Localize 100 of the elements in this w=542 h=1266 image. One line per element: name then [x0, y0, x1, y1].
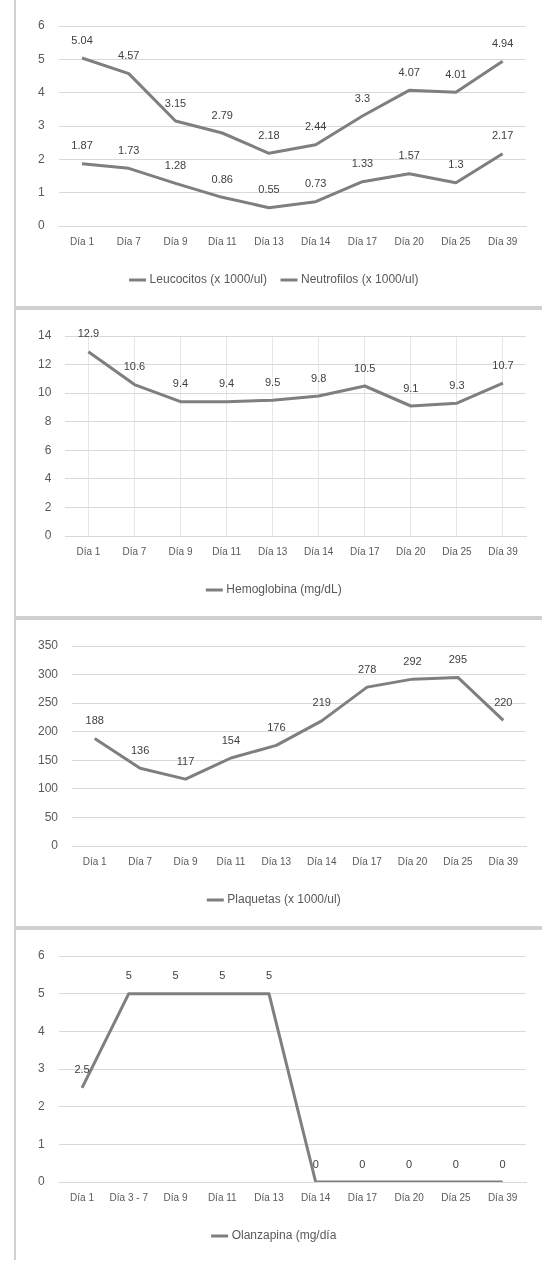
y-tick-label: 0 [37, 1174, 45, 1189]
y-tick-label: 14 [37, 328, 52, 343]
x-tick-label: Día 3 - 7 [109, 1191, 149, 1203]
x-tick-label: Día 11 [212, 545, 242, 557]
legend-label: Hemoglobina (mg/dL) [226, 582, 342, 597]
x-tick-label: Día 20 [394, 1191, 425, 1203]
data-label: 2.79 [211, 108, 233, 121]
data-label: 136 [130, 743, 150, 756]
x-tick-label: Día 39 [487, 235, 518, 247]
y-tick-label: 4 [44, 471, 52, 486]
x-tick-label: Día 7 [128, 855, 153, 867]
y-tick-label: 3 [37, 118, 45, 133]
y-tick-label: 50 [44, 809, 59, 824]
data-label: 176 [267, 720, 286, 733]
data-label: 0 [406, 1157, 413, 1170]
data-label: 0.73 [304, 177, 327, 190]
x-tick-label: Día 20 [394, 235, 425, 247]
data-label: 0 [452, 1157, 459, 1170]
data-label: 5.04 [71, 33, 93, 46]
y-tick-label: 10 [37, 385, 52, 400]
y-tick-label: 2 [37, 1098, 45, 1113]
x-tick-label: Día 39 [488, 545, 519, 557]
legend-label: Neutrofilos (x 1000/ul) [301, 272, 419, 287]
legend-label: Olanzapina (mg/día [231, 1228, 337, 1243]
data-label: 0 [499, 1157, 506, 1170]
x-tick-label: Día 13 [261, 855, 292, 867]
x-tick-label: Día 20 [396, 545, 426, 557]
x-tick-label: Día 25 [443, 855, 474, 867]
data-label: 295 [448, 652, 468, 665]
data-label: 1.28 [164, 158, 187, 171]
y-tick-label: 2 [44, 499, 52, 514]
x-tick-label: Día 9 [168, 545, 193, 557]
data-label: 10.6 [123, 360, 146, 373]
y-tick-label: 5 [37, 985, 45, 1000]
data-label: 2.18 [258, 128, 280, 141]
x-tick-label: Día 1 [70, 1191, 95, 1203]
legend-label: Plaquetas (x 1000/ul) [227, 892, 341, 907]
data-label: 5 [219, 969, 226, 982]
data-label: 2.17 [491, 129, 514, 142]
x-tick-label: Día 17 [347, 235, 378, 247]
data-label: 0 [312, 1157, 319, 1170]
data-label: 3.3 [354, 91, 371, 104]
data-label: 10.7 [492, 358, 514, 371]
x-tick-label: Día 14 [300, 235, 331, 247]
x-tick-label: Día 13 [257, 545, 288, 557]
x-tick-label: Día 17 [352, 855, 383, 867]
data-label: 5 [265, 969, 273, 982]
data-label: 9.1 [403, 381, 419, 394]
x-tick-label: Día 20 [397, 855, 428, 867]
data-label: 220 [494, 695, 513, 708]
data-label: 10.5 [354, 361, 376, 374]
x-tick-label: Día 7 [122, 545, 147, 557]
data-label: 0.86 [211, 172, 233, 185]
x-tick-label: Día 1 [82, 855, 108, 867]
y-tick-label: 6 [44, 442, 52, 457]
x-tick-label: Día 9 [173, 855, 198, 867]
x-tick-label: Día 13 [254, 1191, 285, 1203]
y-tick-label: 0 [44, 528, 52, 543]
x-tick-label: Día 9 [163, 1191, 188, 1203]
x-tick-label: Día 25 [441, 1191, 472, 1203]
x-tick-label: Día 25 [442, 545, 473, 557]
y-tick-label: 5 [37, 51, 45, 66]
x-tick-label: Día 7 [116, 235, 142, 247]
data-label: 9.3 [449, 378, 465, 391]
y-tick-label: 150 [37, 752, 59, 767]
y-tick-label: 100 [37, 781, 59, 796]
data-label: 4.07 [398, 65, 420, 78]
data-label: 9.4 [218, 377, 235, 390]
x-tick-label: Día 13 [254, 235, 285, 247]
x-tick-label: Día 25 [441, 235, 472, 247]
data-label: 154 [221, 733, 241, 746]
data-label: 9.4 [172, 377, 189, 390]
data-label: 292 [403, 654, 422, 667]
x-tick-label: Día 14 [306, 855, 337, 867]
data-label: 5 [125, 969, 132, 982]
x-tick-label: Día 17 [347, 1191, 378, 1203]
y-tick-label: 300 [37, 666, 59, 681]
data-label: 0.55 [258, 183, 280, 196]
data-label: 0 [359, 1157, 366, 1170]
data-label: 1.87 [71, 139, 93, 152]
x-tick-label: Día 1 [70, 235, 95, 247]
y-tick-label: 1 [37, 184, 45, 199]
data-label: 1.73 [118, 143, 140, 156]
x-tick-label: Día 9 [163, 235, 188, 247]
x-tick-label: Día 1 [76, 545, 101, 557]
x-tick-label: Día 14 [300, 1191, 331, 1203]
x-tick-label: Día 11 [207, 1191, 238, 1203]
y-tick-label: 250 [37, 695, 59, 710]
x-tick-label: Día 39 [488, 855, 519, 867]
data-label: 12.9 [77, 327, 100, 340]
data-label: 219 [312, 696, 331, 709]
x-tick-label: Día 17 [350, 545, 380, 557]
data-label: 1.33 [351, 157, 374, 170]
data-label: 1.3 [448, 158, 464, 171]
y-tick-label: 0 [51, 838, 59, 853]
data-label: 3.15 [164, 96, 187, 109]
y-tick-label: 12 [37, 356, 52, 371]
data-label: 2.44 [304, 120, 327, 133]
x-tick-label: Día 11 [216, 855, 246, 867]
x-tick-label: Día 39 [487, 1191, 518, 1203]
